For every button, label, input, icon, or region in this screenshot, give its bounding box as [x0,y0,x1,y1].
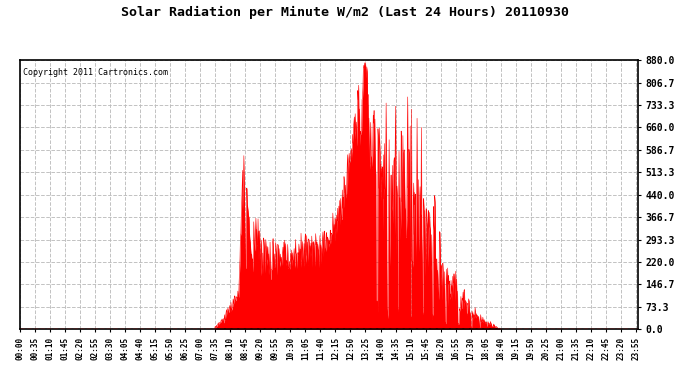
Text: Copyright 2011 Cartronics.com: Copyright 2011 Cartronics.com [23,68,168,77]
Text: Solar Radiation per Minute W/m2 (Last 24 Hours) 20110930: Solar Radiation per Minute W/m2 (Last 24… [121,6,569,19]
